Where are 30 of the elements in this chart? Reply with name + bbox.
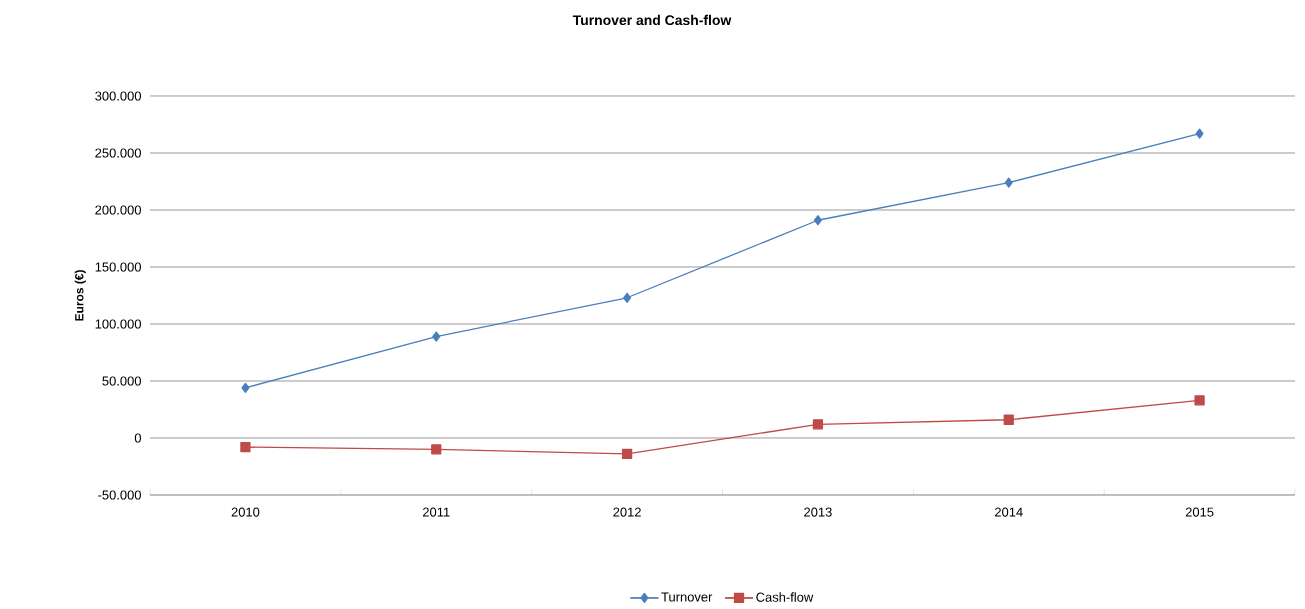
- legend-label: Cash-flow: [756, 592, 814, 602]
- point: [1003, 414, 1014, 425]
- y-tick-label: 200.000: [95, 205, 141, 215]
- point: [241, 382, 250, 393]
- y-tick-label: 0: [134, 433, 141, 443]
- point: [813, 215, 822, 226]
- legend-label: Turnover: [661, 592, 713, 602]
- x-tick-label: 2010: [231, 507, 260, 517]
- point: [1194, 395, 1205, 406]
- point: [812, 419, 824, 430]
- point: [240, 441, 251, 453]
- y-axis-title: Euros (€): [74, 270, 86, 321]
- x-tick-label: 2011: [422, 507, 450, 517]
- point: [432, 331, 441, 342]
- point: [431, 444, 442, 455]
- y-tick-label: 100.000: [95, 319, 141, 329]
- x-tick-label: 2014: [995, 507, 1023, 517]
- point: [1004, 177, 1013, 188]
- chart-title: Turnover and Cash-flow: [572, 14, 732, 26]
- x-tick-label: 2012: [613, 507, 641, 517]
- x-tick-label: 2015: [1185, 507, 1214, 517]
- y-tick-label: -50.000: [98, 490, 141, 500]
- point: [623, 292, 632, 303]
- point: [1195, 128, 1204, 139]
- y-tick-label: 150.000: [95, 262, 141, 272]
- y-tick-label: 300.000: [95, 91, 141, 101]
- point: [621, 448, 633, 460]
- x-tick-label: 2013: [804, 507, 832, 517]
- y-tick-label: 50.000: [102, 376, 141, 386]
- y-tick-label: 250.000: [95, 148, 141, 158]
